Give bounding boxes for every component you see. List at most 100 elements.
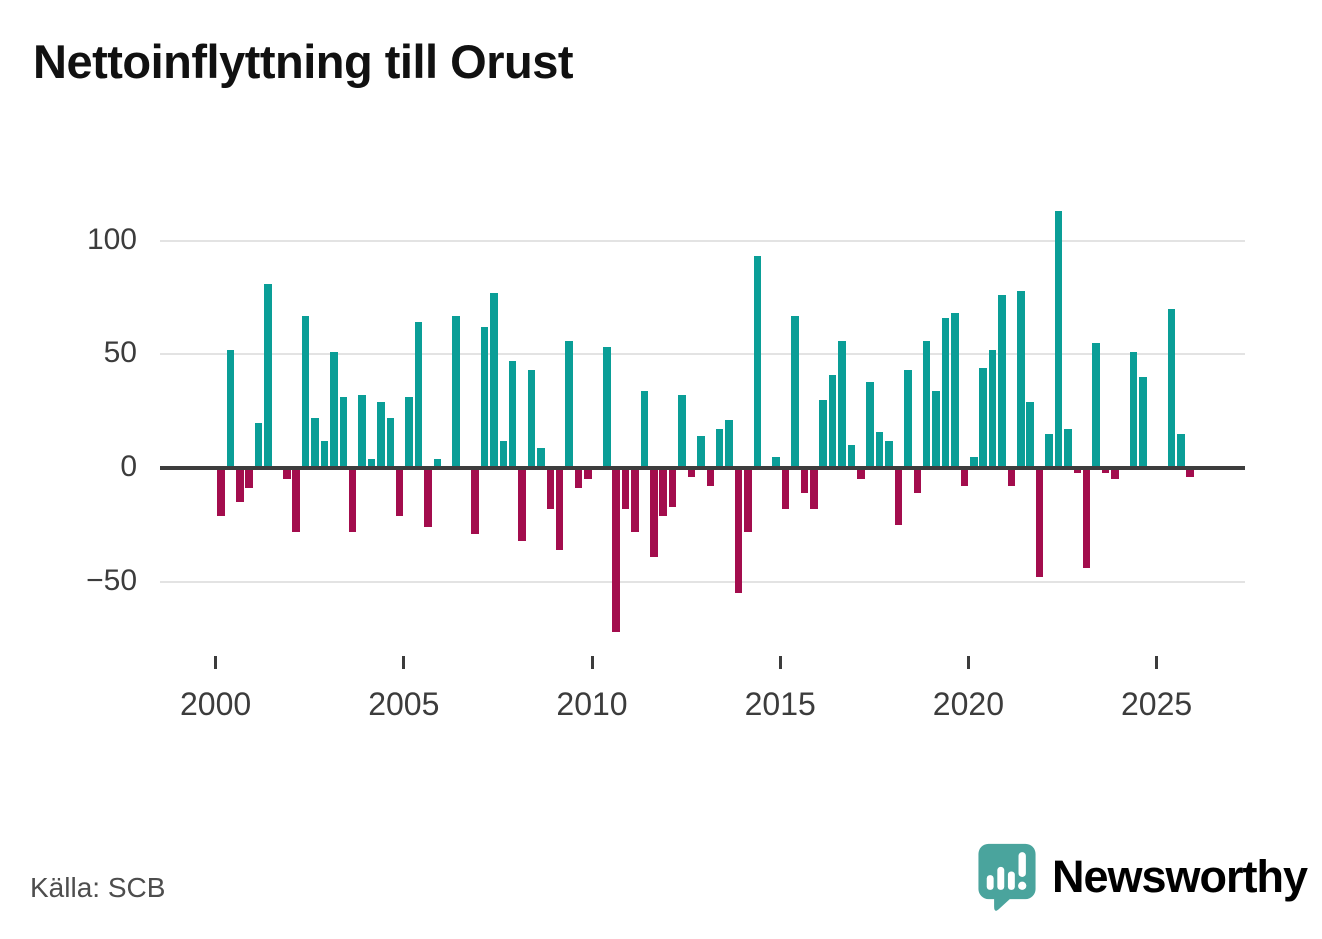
bar-2003Q2 xyxy=(339,397,348,468)
bar-2014Q2 xyxy=(753,256,762,468)
bar-2022Q3 xyxy=(1064,429,1072,468)
bar-2017Q2 xyxy=(866,381,874,468)
y-tick-label-100: 100 xyxy=(86,222,137,256)
bar-2013Q3 xyxy=(725,420,733,468)
newsworthy-logo: Newsworthy xyxy=(976,842,1308,917)
bar-2006Q4 xyxy=(471,468,479,534)
bar-2005Q2 xyxy=(414,322,423,468)
bar-2025Q2 xyxy=(1167,308,1176,468)
bar-2019Q2 xyxy=(941,317,950,468)
bar-2010Q3 xyxy=(612,468,620,632)
bar-2018Q1 xyxy=(894,468,903,525)
bar-2015Q1 xyxy=(781,468,790,509)
bar-2002Q3 xyxy=(311,417,319,468)
bar-2011Q1 xyxy=(631,468,639,532)
bar-2020Q2 xyxy=(979,367,987,468)
bar-2002Q2 xyxy=(301,315,310,468)
bar-2016Q4 xyxy=(847,445,856,468)
bar-2025Q4 xyxy=(1186,468,1194,478)
bar-2012Q4 xyxy=(697,436,705,468)
bar-2012Q2 xyxy=(678,395,686,468)
bar-2012Q1 xyxy=(668,468,677,507)
bar-2017Q1 xyxy=(857,468,865,480)
logo-wordmark: Newsworthy xyxy=(1052,850,1308,902)
gridline--50 xyxy=(160,580,1245,583)
bar-2000Q3 xyxy=(236,468,244,503)
bar-2002Q1 xyxy=(292,468,300,532)
bar-2021Q1 xyxy=(1007,468,1016,487)
bar-2015Q4 xyxy=(810,468,818,509)
bar-2004Q1 xyxy=(367,458,376,468)
bar-2012Q3 xyxy=(687,468,696,478)
bar-2002Q4 xyxy=(320,440,329,468)
bar-2016Q3 xyxy=(838,340,846,468)
bar-2020Q4 xyxy=(998,295,1006,468)
x-axis-zero-line xyxy=(160,466,1245,470)
gridline-50 xyxy=(160,353,1245,356)
x-tick-2010 xyxy=(590,656,594,669)
x-tick-2025 xyxy=(1155,656,1159,669)
x-tick-label-2020: 2020 xyxy=(932,686,1004,722)
bar-2015Q3 xyxy=(800,468,809,494)
bar-2001Q2 xyxy=(264,283,272,468)
bar-2001Q4 xyxy=(283,468,291,480)
y-tick-label-50: 50 xyxy=(103,336,137,370)
plot-area xyxy=(160,195,1245,650)
bar-2018Q4 xyxy=(922,340,931,468)
bar-2005Q3 xyxy=(424,468,432,528)
bar-2023Q1 xyxy=(1082,468,1091,569)
source-attribution: Källa: SCB xyxy=(30,872,166,903)
bar-2004Q4 xyxy=(395,468,404,516)
bar-2007Q1 xyxy=(480,326,489,468)
bar-2009Q2 xyxy=(565,340,573,468)
bar-2003Q3 xyxy=(348,468,357,532)
bar-2016Q1 xyxy=(819,399,827,468)
bar-2004Q2 xyxy=(377,402,385,468)
x-tick-label-2015: 2015 xyxy=(744,686,816,722)
x-tick-2020 xyxy=(966,656,970,669)
bar-2010Q4 xyxy=(621,468,630,509)
bar-2014Q4 xyxy=(772,456,780,468)
bar-2025Q3 xyxy=(1177,433,1185,468)
bar-2019Q4 xyxy=(960,468,969,487)
bar-2008Q1 xyxy=(518,468,526,541)
bar-2018Q2 xyxy=(904,370,912,468)
bar-2007Q2 xyxy=(490,292,498,468)
x-tick-2015 xyxy=(778,656,782,669)
bar-2009Q4 xyxy=(584,468,592,480)
bar-2005Q1 xyxy=(405,397,413,468)
bar-2019Q1 xyxy=(932,390,940,468)
bar-2023Q3 xyxy=(1101,468,1110,473)
x-tick-label-2010: 2010 xyxy=(556,686,628,722)
bar-2011Q3 xyxy=(650,468,658,557)
bar-2014Q1 xyxy=(744,468,752,532)
bar-2023Q4 xyxy=(1111,468,1119,480)
bar-2024Q2 xyxy=(1129,351,1138,468)
y-tick-label--50: −50 xyxy=(86,563,137,597)
bar-2013Q1 xyxy=(706,468,715,487)
x-tick-label-2005: 2005 xyxy=(368,686,440,722)
bar-2016Q2 xyxy=(828,374,837,468)
bar-2022Q2 xyxy=(1054,210,1063,468)
bar-2021Q3 xyxy=(1026,402,1034,468)
bar-2000Q4 xyxy=(245,468,253,489)
x-tick-2005 xyxy=(402,656,406,669)
bar-2007Q3 xyxy=(499,440,507,468)
x-tick-label-2025: 2025 xyxy=(1121,686,1193,722)
bar-2000Q2 xyxy=(226,349,235,468)
bar-2010Q2 xyxy=(603,347,611,468)
bar-2021Q2 xyxy=(1017,290,1025,468)
bar-2023Q2 xyxy=(1092,342,1100,468)
bar-chart-speech-bubble-icon xyxy=(976,842,1038,917)
bar-2017Q4 xyxy=(885,440,893,468)
bar-2009Q1 xyxy=(555,468,564,550)
bar-2003Q4 xyxy=(358,395,366,468)
bar-2018Q3 xyxy=(913,468,922,494)
bar-2009Q3 xyxy=(574,468,583,489)
bar-2022Q4 xyxy=(1073,468,1081,473)
bar-2013Q2 xyxy=(715,429,724,468)
bar-2006Q2 xyxy=(452,315,460,468)
bar-2000Q1 xyxy=(217,468,225,516)
bar-2011Q2 xyxy=(640,390,649,468)
